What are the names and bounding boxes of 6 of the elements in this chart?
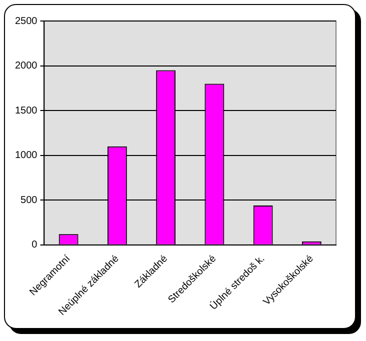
y-tick-label: 1500 (14, 105, 38, 116)
y-tick-label: 2500 (14, 16, 38, 27)
y-tick-label: 500 (20, 194, 38, 206)
y-tick-label: 0 (32, 240, 38, 251)
y-tick-label: 1000 (14, 150, 38, 162)
y-tick-label: 2000 (14, 60, 38, 72)
